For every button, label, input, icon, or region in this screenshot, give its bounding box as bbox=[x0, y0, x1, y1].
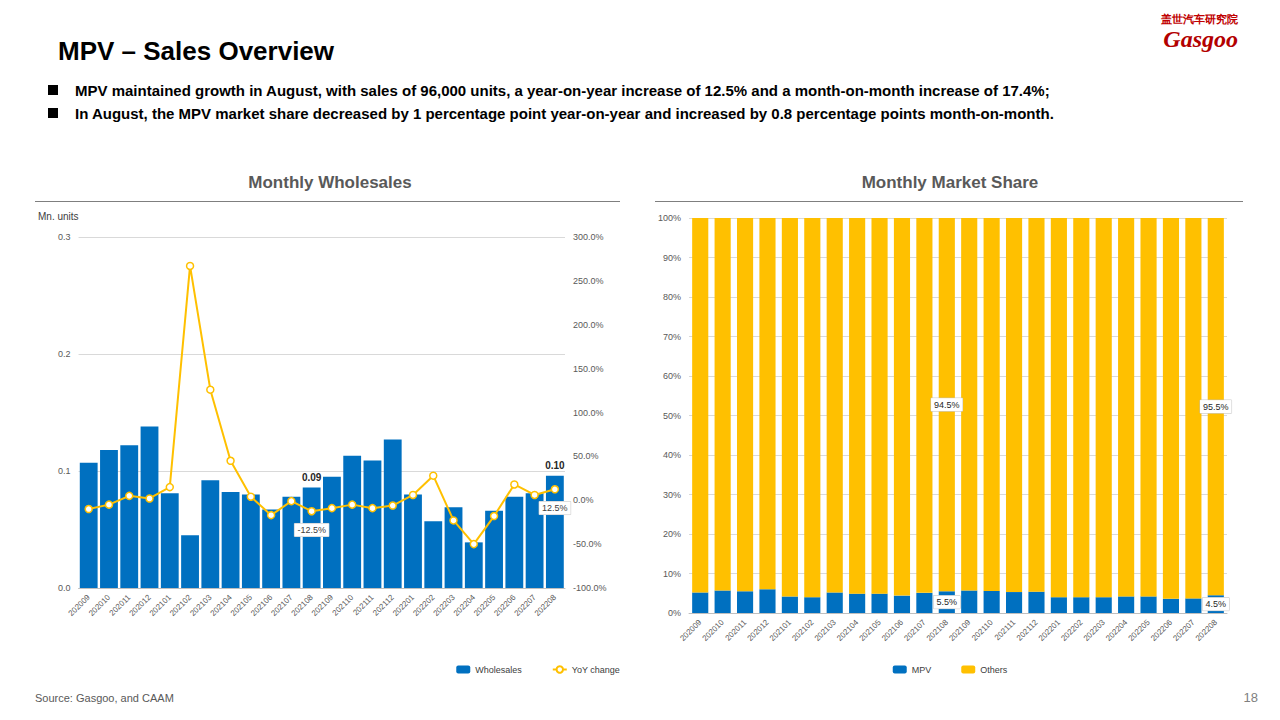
svg-text:202203: 202203 bbox=[1082, 617, 1108, 643]
html-text:In August, the MPV market shar: In August, the MPV market share decrease… bbox=[75, 105, 1054, 122]
svg-text:10%: 10% bbox=[663, 569, 681, 579]
svg-text:95.5%: 95.5% bbox=[1203, 402, 1229, 412]
svg-text:Wholesales: Wholesales bbox=[475, 665, 522, 675]
svg-text:202107: 202107 bbox=[269, 592, 295, 618]
svg-text:30%: 30% bbox=[663, 490, 681, 500]
svg-text:202205: 202205 bbox=[1127, 617, 1153, 643]
svg-text:202202: 202202 bbox=[1059, 617, 1085, 643]
svg-text:202204: 202204 bbox=[451, 592, 477, 618]
svg-text:202101: 202101 bbox=[768, 617, 794, 643]
svg-text:202201: 202201 bbox=[1037, 617, 1063, 643]
svg-text:20%: 20% bbox=[663, 529, 681, 539]
svg-text:300.0%: 300.0% bbox=[573, 232, 604, 242]
svg-text:202207: 202207 bbox=[512, 592, 538, 618]
svg-text:202208: 202208 bbox=[1194, 617, 1220, 643]
svg-text:150.0%: 150.0% bbox=[573, 364, 604, 374]
svg-text:202107: 202107 bbox=[902, 617, 928, 643]
svg-text:0.0: 0.0 bbox=[58, 583, 71, 593]
svg-text:202101: 202101 bbox=[147, 592, 173, 618]
svg-text:202208: 202208 bbox=[533, 592, 559, 618]
svg-text:YoY change: YoY change bbox=[572, 665, 620, 675]
svg-text:5.5%: 5.5% bbox=[937, 597, 958, 607]
svg-text:0.09: 0.09 bbox=[302, 472, 322, 483]
svg-text:202108: 202108 bbox=[925, 617, 951, 643]
html-text:MPV – Sales Overview: MPV – Sales Overview bbox=[58, 36, 334, 66]
svg-text:202012: 202012 bbox=[745, 617, 771, 643]
svg-text:Others: Others bbox=[980, 665, 1008, 675]
svg-text:202110: 202110 bbox=[970, 617, 995, 642]
svg-text:202202: 202202 bbox=[411, 592, 437, 618]
svg-text:202009: 202009 bbox=[66, 592, 92, 618]
svg-text:100%: 100% bbox=[658, 213, 681, 223]
svg-text:202206: 202206 bbox=[1149, 617, 1175, 643]
svg-text:250.0%: 250.0% bbox=[573, 276, 604, 286]
svg-text:202009: 202009 bbox=[678, 617, 704, 643]
svg-text:MPV: MPV bbox=[912, 665, 932, 675]
svg-text:202011: 202011 bbox=[107, 592, 133, 618]
svg-text:Monthly Wholesales: Monthly Wholesales bbox=[248, 173, 411, 192]
svg-text:202111: 202111 bbox=[351, 592, 376, 618]
svg-text:94.5%: 94.5% bbox=[934, 400, 960, 410]
svg-text:202112: 202112 bbox=[371, 592, 396, 618]
svg-text:0.0%: 0.0% bbox=[573, 495, 594, 505]
svg-text:202204: 202204 bbox=[1104, 617, 1130, 643]
svg-text:202010: 202010 bbox=[701, 617, 727, 643]
svg-text:202110: 202110 bbox=[331, 592, 356, 617]
html-text:Gasgoo: Gasgoo bbox=[1163, 26, 1238, 52]
svg-text:202205: 202205 bbox=[472, 592, 498, 618]
svg-text:0.3: 0.3 bbox=[58, 232, 71, 242]
svg-text:4.5%: 4.5% bbox=[1206, 599, 1227, 609]
svg-text:202011: 202011 bbox=[723, 617, 748, 642]
svg-text:Monthly Market Share: Monthly Market Share bbox=[862, 173, 1039, 192]
svg-text:0.1: 0.1 bbox=[58, 466, 71, 476]
html-text:盖世汽车研究院: 盖世汽车研究院 bbox=[1161, 13, 1238, 25]
svg-text:202206: 202206 bbox=[492, 592, 518, 618]
html-text:MPV maintained growth in Augus: MPV maintained growth in August, with sa… bbox=[75, 82, 1050, 99]
svg-text:50.0%: 50.0% bbox=[573, 451, 599, 461]
svg-text:202112: 202112 bbox=[1015, 617, 1040, 642]
svg-text:90%: 90% bbox=[663, 253, 681, 263]
svg-text:202109: 202109 bbox=[947, 617, 973, 643]
svg-text:202104: 202104 bbox=[208, 592, 234, 618]
svg-text:80%: 80% bbox=[663, 292, 681, 302]
svg-text:12.5%: 12.5% bbox=[542, 503, 568, 513]
svg-text:202012: 202012 bbox=[127, 592, 153, 618]
svg-text:202103: 202103 bbox=[188, 592, 214, 618]
svg-text:50%: 50% bbox=[663, 411, 681, 421]
svg-text:202109: 202109 bbox=[310, 592, 336, 618]
svg-text:202201: 202201 bbox=[391, 592, 417, 618]
svg-text:202105: 202105 bbox=[228, 592, 254, 618]
svg-text:200.0%: 200.0% bbox=[573, 320, 604, 330]
svg-text:60%: 60% bbox=[663, 371, 681, 381]
svg-text:202105: 202105 bbox=[858, 617, 884, 643]
svg-text:-100.0%: -100.0% bbox=[573, 583, 607, 593]
svg-text:202108: 202108 bbox=[289, 592, 315, 618]
svg-text:202111: 202111 bbox=[993, 617, 1018, 642]
svg-text:-50.0%: -50.0% bbox=[573, 539, 602, 549]
svg-text:202203: 202203 bbox=[431, 592, 457, 618]
svg-text:202207: 202207 bbox=[1171, 617, 1197, 643]
svg-text:0.10: 0.10 bbox=[545, 460, 565, 471]
svg-text:202102: 202102 bbox=[790, 617, 816, 643]
svg-text:202102: 202102 bbox=[168, 592, 194, 618]
svg-text:0.2: 0.2 bbox=[58, 349, 71, 359]
svg-text:40%: 40% bbox=[663, 450, 681, 460]
html-text:Source: Gasgoo, and CAAM: Source: Gasgoo, and CAAM bbox=[35, 692, 174, 704]
svg-text:202103: 202103 bbox=[813, 617, 839, 643]
svg-text:202106: 202106 bbox=[249, 592, 275, 618]
svg-text:-12.5%: -12.5% bbox=[297, 525, 326, 535]
svg-text:202104: 202104 bbox=[835, 617, 861, 643]
svg-text:202010: 202010 bbox=[87, 592, 113, 618]
html-text:18: 18 bbox=[1243, 690, 1258, 705]
svg-text:70%: 70% bbox=[663, 332, 681, 342]
svg-text:100.0%: 100.0% bbox=[573, 408, 604, 418]
svg-text:202106: 202106 bbox=[880, 617, 906, 643]
svg-text:Mn. units: Mn. units bbox=[38, 211, 79, 222]
svg-text:0%: 0% bbox=[668, 608, 681, 618]
